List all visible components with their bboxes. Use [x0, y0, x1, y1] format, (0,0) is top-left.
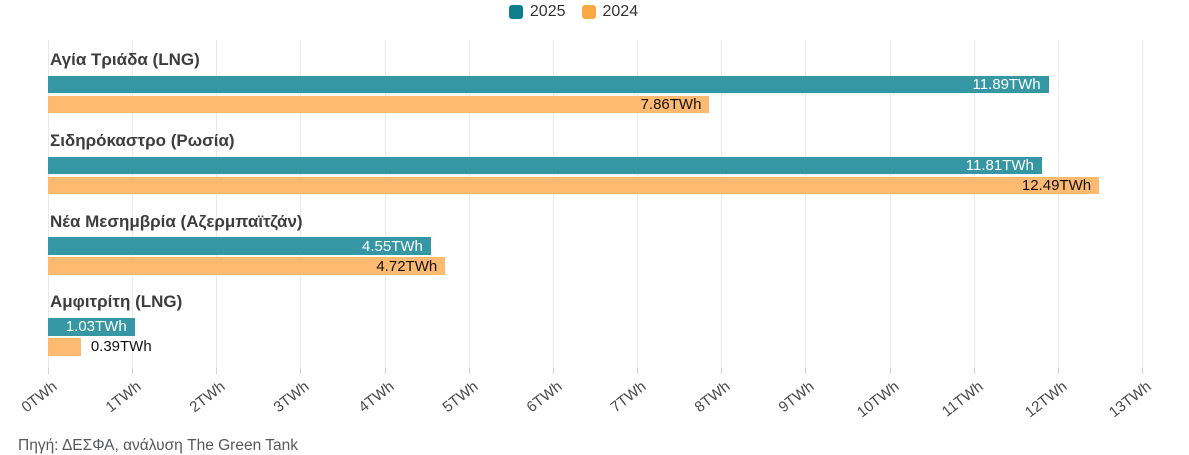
- gridline: [1057, 40, 1059, 368]
- axis-tick-label: 10TWh: [853, 378, 902, 422]
- gridline: [468, 40, 470, 368]
- axis-tick-label: 6TWh: [523, 378, 566, 417]
- axis-tick-label: 1TWh: [102, 378, 145, 417]
- bar-value-label: 7.86TWh: [640, 96, 702, 114]
- axis-tick: [889, 368, 891, 374]
- legend-swatch-icon: [508, 5, 523, 19]
- bar-2025[interactable]: 11.89TWh: [48, 75, 1049, 94]
- legend-label: 2024: [602, 3, 639, 20]
- axis-tick: [300, 368, 302, 374]
- gridline: [48, 40, 49, 368]
- bar-value-label: 12.49TWh: [1021, 176, 1092, 194]
- gridline: [384, 40, 386, 368]
- bar-value-label: 0.39TWh: [90, 338, 152, 356]
- axis-tick: [552, 368, 554, 374]
- axis-tick: [637, 368, 639, 374]
- gridline: [889, 40, 891, 368]
- axis-tick: [132, 368, 134, 374]
- bar-2025[interactable]: 11.81TWh: [48, 156, 1042, 175]
- axis-tick-label: 9TWh: [775, 378, 818, 417]
- axis-tick-label: 12TWh: [1021, 378, 1071, 422]
- axis-tick: [48, 368, 49, 374]
- category-label: Αμφιτρίτη (LNG): [50, 292, 183, 312]
- axis-tick: [216, 368, 218, 374]
- axis-tick-label: 4TWh: [355, 378, 398, 417]
- bar-value-label: 4.72TWh: [376, 257, 438, 275]
- legend: 2025 2024: [0, 3, 1168, 21]
- category-label: Νέα Μεσημβρία (Αζερμπαϊτζάν): [50, 211, 303, 231]
- axis-tick-label: 3TWh: [270, 378, 313, 417]
- gridline: [973, 40, 975, 368]
- axis-tick: [1142, 368, 1143, 374]
- axis-tick-label: 0TWh: [18, 378, 61, 417]
- axis-tick: [805, 368, 807, 374]
- gridline: [300, 40, 302, 368]
- legend-item-2025[interactable]: 2025: [508, 3, 566, 21]
- bar-value-label: 11.89TWh: [972, 76, 1041, 94]
- axis-tick: [973, 368, 975, 374]
- bar-2024[interactable]: 7.86TWh: [48, 95, 710, 114]
- axis-tick-label: 7TWh: [607, 378, 650, 417]
- bar-value-label: 11.81TWh: [965, 156, 1034, 174]
- axis-tick: [468, 368, 470, 374]
- bar-value-label: 1.03TWh: [65, 318, 127, 336]
- axis-tick-label: 5TWh: [439, 378, 482, 417]
- gridline: [216, 40, 218, 368]
- bar-2024[interactable]: 4.72TWh: [48, 257, 446, 275]
- axis-tick-label: 11TWh: [938, 378, 987, 421]
- bar-2025[interactable]: 4.55TWh: [48, 237, 431, 255]
- legend-swatch-icon: [581, 5, 596, 19]
- legend-label: 2025: [529, 3, 566, 20]
- legend-item-2024[interactable]: 2024: [581, 3, 639, 21]
- axis-tick-label: 8TWh: [691, 378, 734, 417]
- bar-2024[interactable]: [48, 338, 81, 356]
- gridline: [1142, 40, 1143, 368]
- axis-tick: [1057, 368, 1059, 374]
- source-note: Πηγή: ΔΕΣΦΑ, ανάλυση The Green Tank: [18, 437, 298, 454]
- axis-tick: [384, 368, 386, 374]
- gridline: [637, 40, 639, 368]
- axis-tick-label: 13TWh: [1105, 378, 1155, 422]
- bar-value-label: 4.55TWh: [362, 237, 423, 255]
- gridline: [721, 40, 723, 368]
- axis-tick: [721, 368, 723, 374]
- gridline: [552, 40, 554, 368]
- gridline: [805, 40, 807, 368]
- category-label: Σιδηρόκαστρο (Ρωσία): [50, 130, 235, 150]
- category-label: Αγία Τριάδα (LNG): [50, 50, 200, 69]
- bar-2025[interactable]: 1.03TWh: [48, 318, 135, 336]
- axis-tick-label: 2TWh: [186, 378, 229, 417]
- gridline: [132, 40, 134, 368]
- bar-2024[interactable]: 12.49TWh: [48, 176, 1100, 195]
